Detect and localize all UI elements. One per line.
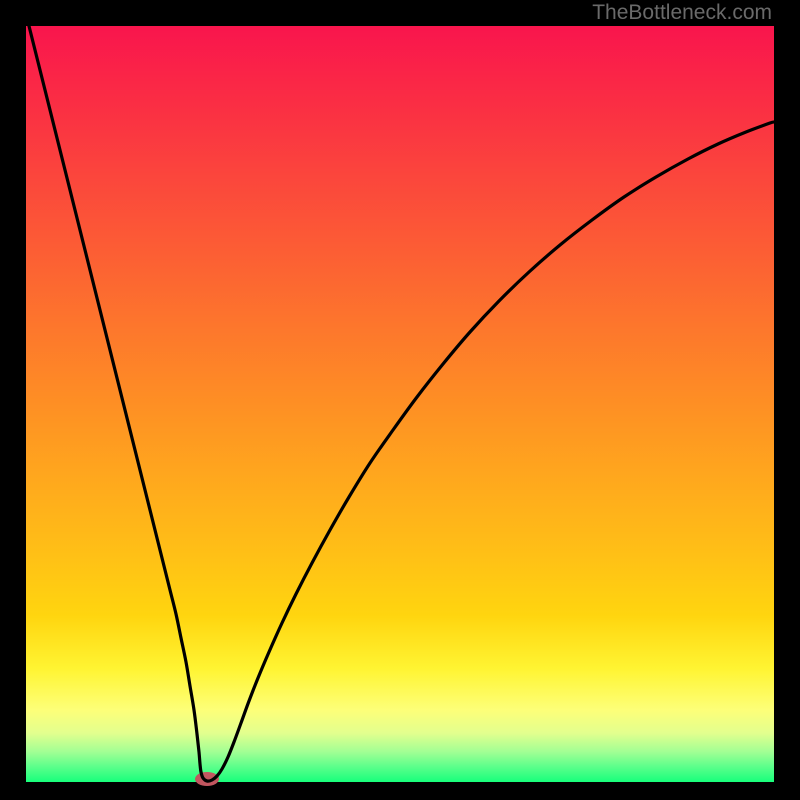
curve-svg — [0, 0, 800, 800]
curve-line — [26, 14, 774, 781]
watermark-text: TheBottleneck.com — [592, 1, 772, 25]
